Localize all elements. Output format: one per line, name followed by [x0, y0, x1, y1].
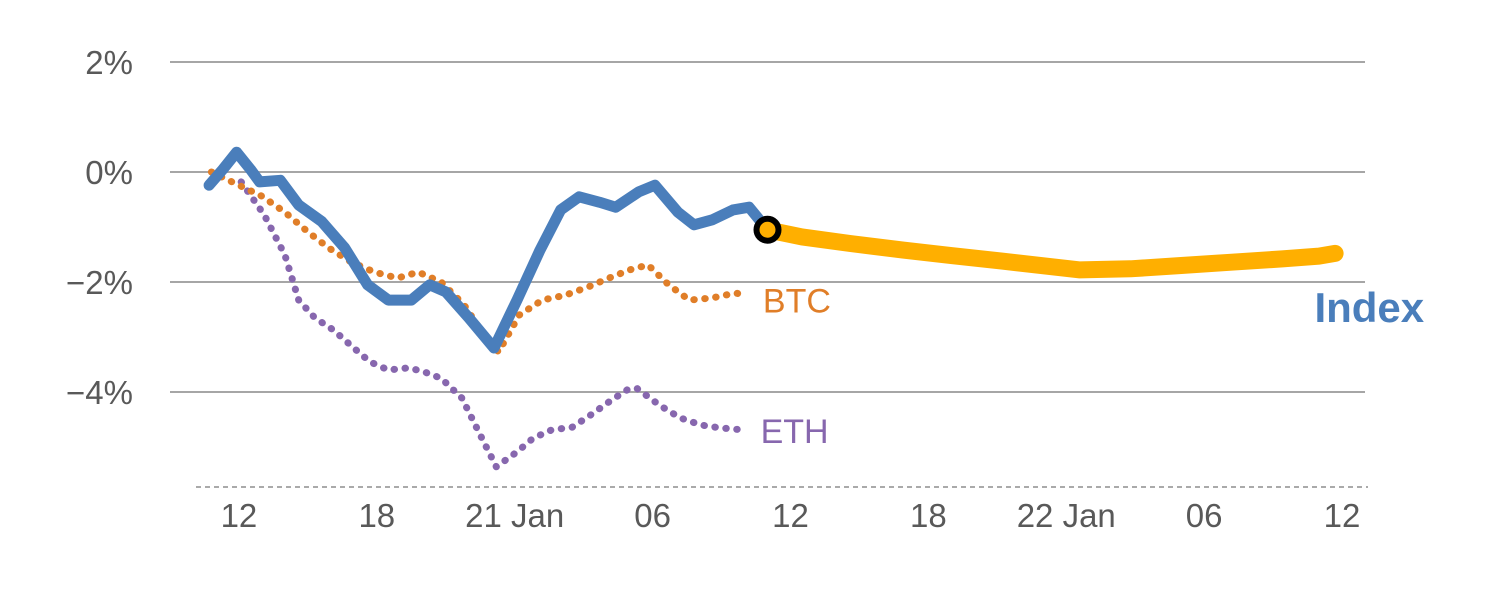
index-line [203, 146, 773, 354]
x-tick-label: 21 Jan [465, 497, 564, 534]
x-tick-label: 12 [1324, 497, 1361, 534]
x-tick-label: 12 [221, 497, 258, 534]
y-tick-label: −4% [66, 374, 133, 411]
x-tick-label: 06 [1186, 497, 1223, 534]
x-tick-label: 18 [358, 497, 395, 534]
index-continuation-line [759, 221, 1344, 279]
y-tick-label: 2% [85, 44, 133, 81]
index-endpoint-marker [753, 215, 782, 244]
x-tick-label: 06 [634, 497, 671, 534]
x-tick-label: 18 [910, 497, 947, 534]
y-tick-label: 0% [85, 154, 133, 191]
x-tick-label: 22 Jan [1017, 497, 1116, 534]
btc-line [207, 168, 751, 356]
btc-label: BTC [763, 282, 831, 320]
index-label: Index [1314, 284, 1424, 331]
x-tick-label: 12 [772, 497, 809, 534]
eth-line [237, 178, 748, 471]
y-tick-label: −2% [66, 264, 133, 301]
eth-label: ETH [761, 413, 829, 451]
